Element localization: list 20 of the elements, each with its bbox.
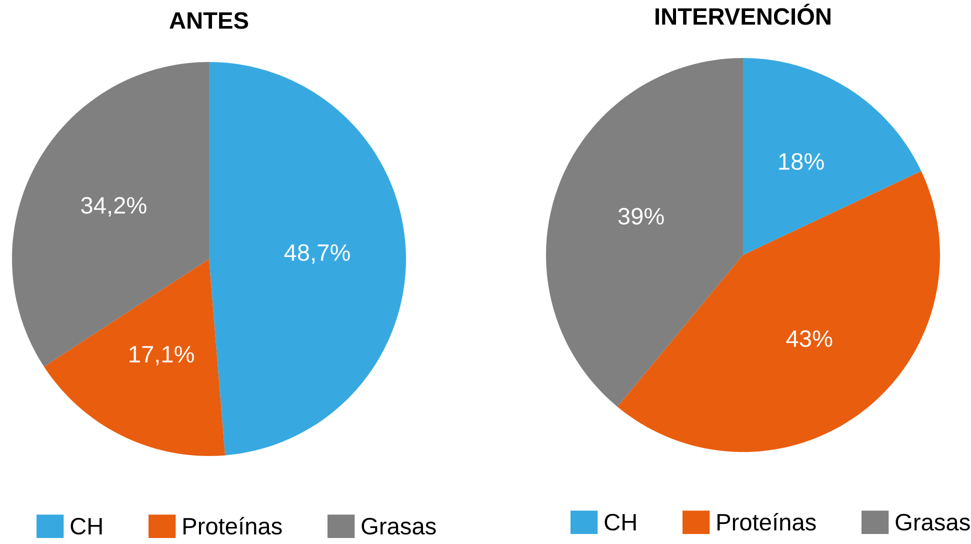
pie-slice [44,259,226,456]
legend-label: Grasas [896,514,970,531]
legend-label: Proteínas [184,516,282,535]
legend-label: Proteínas [718,512,816,531]
pie-slice [546,58,743,407]
pie-slice [12,62,209,367]
pie-slice [743,58,922,255]
data-label: 39% [618,208,664,225]
chart-title: ANTES [170,12,248,29]
data-label: 18% [779,153,824,170]
legend-label: CH [604,514,636,531]
legend-label: CH [70,518,102,535]
chart-title: INTERVENCIÓN [656,4,830,25]
data-label: 34,2% [81,197,146,217]
data-label: 48,7% [284,244,350,264]
data-label: 17,1% [130,346,194,366]
pie-slice [617,171,940,452]
data-label: 43% [786,330,832,347]
legend-label: Grasas [362,518,436,535]
pie-slice [209,62,406,456]
